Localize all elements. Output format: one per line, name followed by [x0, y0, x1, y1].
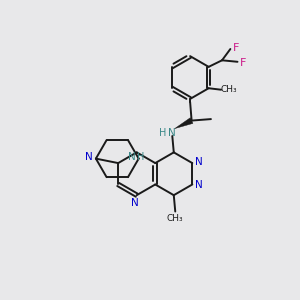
- Text: N: N: [85, 152, 93, 162]
- Text: F: F: [240, 58, 246, 68]
- Polygon shape: [175, 118, 193, 129]
- Text: H: H: [137, 152, 144, 162]
- Text: N: N: [131, 198, 139, 208]
- Text: N: N: [195, 158, 203, 167]
- Text: CH₃: CH₃: [221, 85, 238, 94]
- Text: N: N: [128, 152, 136, 162]
- Text: N: N: [168, 128, 176, 138]
- Text: H: H: [159, 128, 166, 138]
- Text: N: N: [195, 180, 203, 190]
- Text: F: F: [232, 43, 239, 52]
- Text: CH₃: CH₃: [167, 214, 184, 224]
